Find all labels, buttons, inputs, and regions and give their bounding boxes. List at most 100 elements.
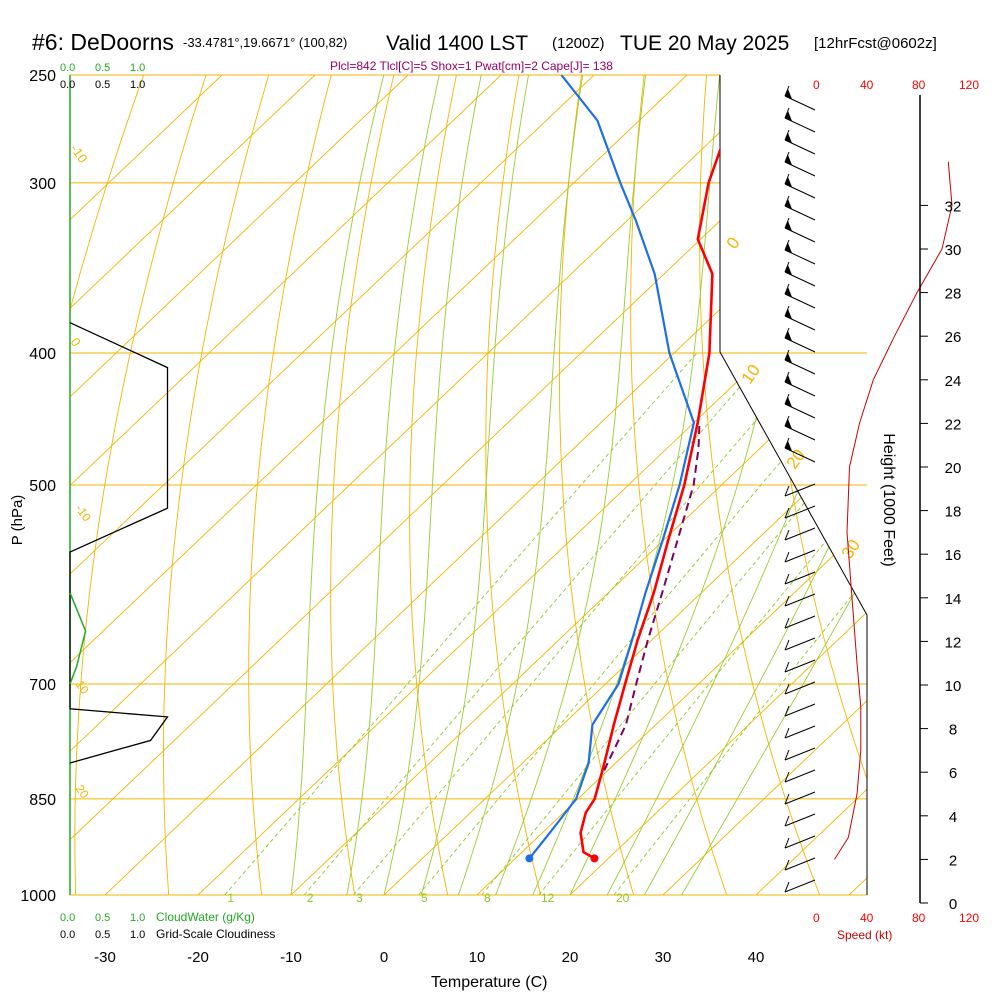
pressure-tick-label: 1000 [20, 888, 56, 905]
cloudiness-profile [69, 322, 169, 764]
isotherm-label: -10 [68, 142, 91, 166]
wind-barb [784, 261, 816, 287]
temperature-axis-title: Temperature (C) [431, 974, 547, 991]
wind-barb [784, 85, 816, 111]
height-tick-label: 32 [945, 198, 962, 215]
speed-tick-bottom-1: 40 [860, 911, 874, 925]
wind-barb [784, 879, 816, 893]
isotherm-label: 20 [783, 446, 809, 472]
wind-barb [784, 527, 816, 541]
cloudiness-tick-bottom-1: 0.5 [95, 929, 110, 941]
wind-barb-feather [784, 349, 790, 361]
height-tick-label: 6 [949, 765, 957, 782]
pressure-tick-label: 850 [29, 792, 56, 809]
wind-barb-feather [784, 151, 790, 163]
cloudiness-tick-bottom-0: 0.0 [60, 929, 75, 941]
wind-barb-staff [784, 205, 816, 221]
wind-barb-staff [784, 549, 816, 563]
temperature-tick-label: -30 [94, 949, 116, 966]
pressure-tick-label: 500 [29, 478, 56, 495]
wind-barb [784, 437, 816, 463]
wind-barb-feather [784, 415, 790, 427]
wind-barb-staff [784, 271, 816, 287]
temperature-tick-label: 0 [380, 949, 388, 966]
parcel-trace [603, 422, 701, 771]
wind-barb-feather [784, 551, 790, 563]
height-axis-title: Height (1000 Feet) [880, 433, 897, 566]
wind-barb-staff [784, 593, 816, 607]
isotherm-line [476, 75, 867, 895]
wind-barb-pennant [785, 133, 792, 143]
stability-indices: Plcl=842 Tlcl[C]=5 Shox=1 Pwat[cm]=2 Cap… [330, 59, 613, 73]
wind-barb-feather [784, 129, 790, 141]
moist-adiabat-line [495, 75, 647, 895]
wind-barb-pennant [785, 353, 792, 363]
temperature-tick-label: 30 [655, 949, 672, 966]
cloudwater-tick-bottom-0: 0.0 [60, 912, 75, 924]
utc-time: (1200Z) [552, 35, 605, 52]
height-tick-label: 24 [945, 373, 962, 390]
height-tick-label: 8 [949, 722, 957, 739]
wind-barb-feather [784, 529, 790, 541]
dry-adiabat-line [409, 75, 457, 895]
cloudiness-tick-top-0: 0.0 [60, 79, 75, 91]
temperature-tick-label: -10 [280, 949, 302, 966]
wind-barb-feather [784, 859, 790, 871]
wind-barb-feather [784, 793, 790, 805]
wind-barb-staff [784, 117, 816, 133]
cloudwater-tick-bottom-1: 0.5 [95, 912, 110, 924]
wind-barb [784, 393, 816, 419]
wind-barb-staff [784, 249, 816, 265]
height-tick-label: 26 [945, 329, 962, 346]
isotherm-line [70, 75, 409, 895]
wind-barb-feather [784, 573, 790, 585]
dry-adiabat-line [957, 75, 1000, 895]
isotherm-label: 10 [73, 678, 92, 697]
isotherm-label: 10 [738, 361, 764, 387]
dry-adiabat-line [248, 75, 332, 895]
cloudwater-tick-top-0: 0.0 [60, 62, 75, 74]
wind-barb-feather [784, 437, 790, 449]
wind-barb-pennant [785, 331, 792, 341]
wind-barb [784, 747, 816, 761]
pressure-tick-label: 700 [29, 677, 56, 694]
wind-barb-pennant [785, 155, 792, 165]
temperature-tick-label: -20 [187, 949, 209, 966]
wind-barb-staff [784, 813, 816, 827]
speed-tick-top-0: 0 [813, 78, 820, 92]
height-tick-label: 14 [945, 591, 962, 608]
speed-tick-top-2: 80 [912, 78, 926, 92]
cloudwater-tick-top-2: 1.0 [130, 62, 145, 74]
wind-barb [784, 571, 816, 585]
wind-barb-staff [784, 747, 816, 761]
wind-barb-feather [784, 393, 790, 405]
wind-barb-pennant [785, 397, 792, 407]
wind-barb-pennant [785, 265, 792, 275]
wind-barb-staff [784, 659, 816, 673]
mixing-ratio-label: 1 [227, 891, 234, 905]
wind-barb-staff [784, 337, 816, 353]
wind-barb-staff [784, 725, 816, 739]
valid-date: TUE 20 May 2025 [620, 32, 789, 55]
wind-barb-feather [784, 595, 790, 607]
wind-barb-staff [784, 835, 816, 849]
wind-barb-staff [784, 637, 816, 651]
wind-barb-pennant [785, 419, 792, 429]
wind-barb [784, 857, 816, 871]
surface-temperature-dot [590, 854, 599, 863]
wind-barb-staff [784, 615, 816, 629]
pressure-tick-label: 400 [29, 346, 56, 363]
wind-barb [784, 173, 816, 199]
dry-adiabat-line [74, 75, 207, 895]
wind-barb-staff [784, 183, 816, 199]
station-title: #6: DeDoorns [32, 29, 174, 55]
wind-barb-feather [784, 85, 790, 97]
wind-barb [784, 637, 816, 651]
pressure-axis-title: P (hPa) [9, 495, 26, 546]
moist-adiabat-line [290, 75, 385, 895]
isotherm-line [70, 75, 316, 895]
plot-frame [719, 75, 868, 895]
wind-barb-pennant [785, 441, 792, 451]
height-tick-label: 22 [945, 416, 962, 433]
